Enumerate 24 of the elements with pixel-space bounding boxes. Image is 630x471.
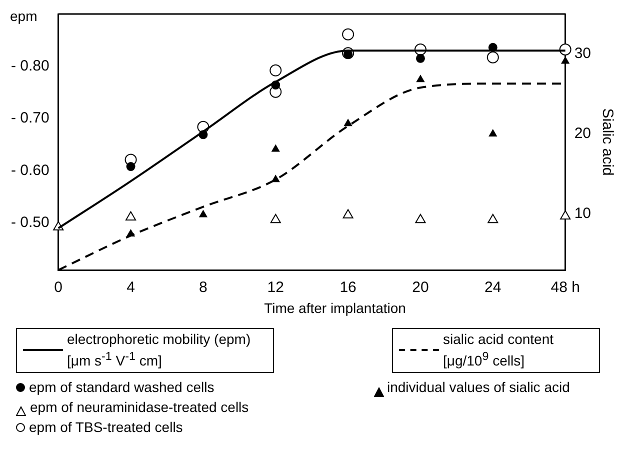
x-tick-label: 8 [199, 279, 208, 296]
y-tick-label: - 0.80 [11, 57, 50, 74]
x-axis-title: Time after implantation [263, 300, 407, 316]
legend-label: epm of standard washed cells [29, 378, 214, 396]
legend-label: sialic acid content [μg/10$^{9}$ cells] [443, 331, 555, 370]
legend-label: individual values of sialic acid [387, 378, 570, 396]
y2-tick-label: 20 [574, 125, 592, 142]
y2-tick-label: 10 [574, 205, 592, 222]
y-tick-label: - 0.70 [11, 110, 50, 127]
y-tick-label: - 0.50 [11, 214, 50, 232]
x-tick-label: 12 [267, 279, 284, 296]
x-tick-label: 48 h [550, 279, 580, 296]
y2-axis-title: Sialic acid [598, 108, 616, 176]
y-axis-title: epm [10, 8, 38, 24]
legend-label: epm of neuraminidase-treated cells [30, 398, 249, 416]
legend-label: electrophoretic mobility (epm)[μm s$^{-1}$ V$^{-1}$ cm] [67, 331, 252, 370]
x-tick-label: 0 [54, 279, 63, 296]
y2-tick-label: 30 [574, 45, 592, 62]
x-tick-label: 20 [412, 279, 429, 296]
x-tick-label: 4 [126, 279, 135, 296]
y-tick-label: - 0.60 [11, 162, 50, 179]
x-tick-label: 16 [340, 279, 356, 296]
x-tick-label: 24 [484, 279, 502, 296]
legend-label: epm of TBS-treated cells [29, 418, 183, 436]
